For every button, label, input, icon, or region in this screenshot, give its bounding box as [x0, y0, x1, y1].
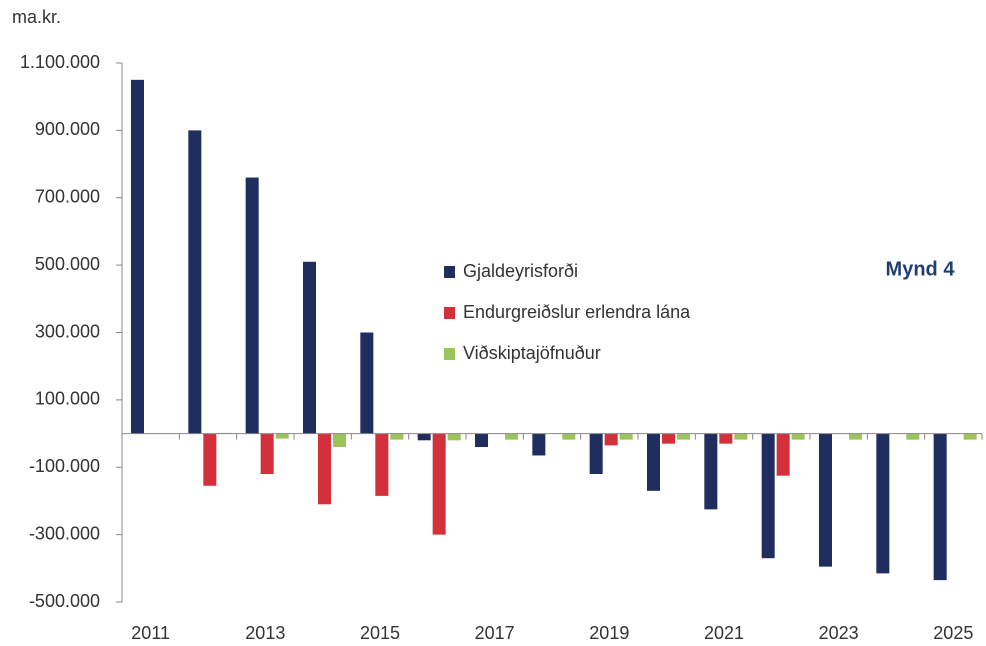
bar: [203, 433, 217, 486]
bar: [734, 433, 748, 440]
bar: [619, 433, 633, 440]
bar: [589, 433, 603, 474]
bar: [375, 433, 389, 496]
bar: [505, 433, 518, 440]
x-tick-label: 2017: [475, 623, 515, 643]
legend-swatch: [444, 348, 455, 360]
bar: [963, 433, 977, 440]
bar: [849, 433, 862, 440]
bar: [562, 433, 576, 440]
bar: [662, 433, 675, 444]
y-tick-label: 500.000: [35, 254, 100, 274]
bar: [647, 433, 660, 491]
bar: [933, 433, 947, 581]
bar: [360, 332, 374, 434]
bar: [604, 433, 618, 446]
bar: [532, 433, 546, 456]
bar: [906, 433, 920, 440]
annotation: Mynd 4: [886, 258, 956, 280]
x-tick-label: 2011: [131, 623, 170, 643]
bar: [188, 130, 202, 434]
bar: [876, 433, 890, 574]
y-tick-label: -500.000: [29, 591, 100, 611]
bar: [131, 79, 144, 434]
y-tick-label: 1.100.000: [20, 52, 100, 72]
bar: [704, 433, 718, 510]
bar: [333, 433, 346, 448]
bar: [761, 433, 775, 559]
bar: [719, 433, 733, 444]
x-tick-label: 2025: [933, 623, 973, 643]
y-tick-label: 900.000: [35, 119, 100, 139]
bar: [432, 433, 446, 535]
bar: [318, 433, 331, 505]
bar: [260, 433, 274, 474]
legend-swatch: [444, 307, 455, 319]
bar: [417, 433, 431, 441]
x-tick-label: 2013: [245, 623, 285, 643]
bar: [390, 433, 404, 440]
bar: [245, 177, 259, 434]
legend-label: Viðskiptajöfnuður: [463, 343, 601, 363]
y-tick-label: 100.000: [35, 389, 100, 409]
x-tick-label: 2021: [704, 623, 744, 643]
bar: [275, 433, 289, 439]
bar: [303, 261, 316, 434]
bar: [475, 433, 488, 448]
bar: [776, 433, 790, 476]
y-axis-unit: ma.kr.: [12, 7, 61, 27]
bar: [819, 433, 832, 567]
x-tick-label: 2015: [360, 623, 400, 643]
y-tick-label: -100.000: [29, 456, 100, 476]
legend-label: Endurgreiðslur erlendra lána: [463, 302, 691, 322]
bar: [447, 433, 461, 441]
y-tick-label: 700.000: [35, 187, 100, 207]
y-tick-label: 300.000: [35, 321, 100, 341]
legend-label: Gjaldeyrisforði: [463, 261, 578, 281]
legend-swatch: [444, 266, 455, 278]
bar: [791, 433, 805, 440]
bar: [677, 433, 690, 440]
x-tick-label: 2023: [819, 623, 859, 643]
y-tick-label: -300.000: [29, 523, 100, 543]
x-tick-label: 2019: [589, 623, 629, 643]
